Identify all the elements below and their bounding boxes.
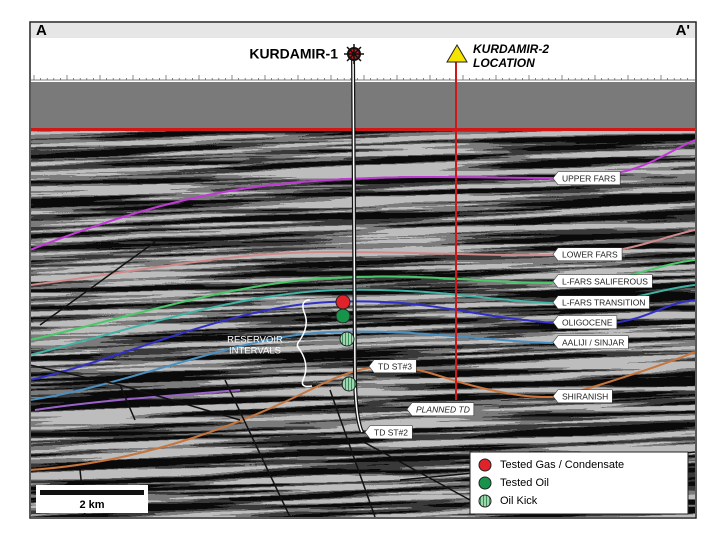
- annotation: TD ST#3: [378, 361, 412, 371]
- well-symbol: [344, 44, 364, 64]
- legend-symbol: [478, 458, 492, 472]
- marker-gas: [335, 294, 351, 310]
- annotation: RESERVOIR: [227, 335, 283, 346]
- label-box: [364, 425, 413, 440]
- label-box: [552, 171, 621, 186]
- horizon-label: LOWER FARS: [562, 249, 618, 259]
- horizon-label: OLIGOCENE: [562, 317, 613, 327]
- horizon-label: SHIRANISH: [562, 391, 608, 401]
- legend-label: Oil Kick: [500, 495, 538, 507]
- scale-box: [36, 485, 148, 513]
- annotation: TD ST#2: [374, 427, 408, 437]
- bracket: [296, 299, 313, 388]
- well-name: KURDAMIR-1: [249, 46, 338, 62]
- legend: [469, 451, 689, 515]
- label-box: [368, 359, 417, 374]
- horizon-label: AALIJI / SINJAR: [562, 337, 624, 347]
- legend-label: Tested Gas / Condensate: [500, 459, 624, 471]
- legend-symbol: [478, 494, 492, 508]
- scale-label: 2 km: [79, 499, 104, 511]
- annotation: INTERVALS: [229, 346, 281, 357]
- label-box: [552, 389, 613, 404]
- end-label: A: [36, 22, 47, 39]
- horizon-label: L-FARS SALIFEROUS: [562, 276, 648, 286]
- annotation: PLANNED TD: [416, 404, 470, 414]
- end-label: A': [676, 22, 690, 39]
- well-name: LOCATION: [473, 56, 535, 70]
- scale-bar: [40, 490, 144, 495]
- marker-oil: [335, 308, 351, 324]
- water-band: [31, 82, 695, 128]
- well-name: KURDAMIR-2: [473, 42, 549, 56]
- label-box: [552, 315, 618, 330]
- header-band: [31, 23, 695, 38]
- ruler: [31, 75, 695, 81]
- marker-kick: [339, 331, 355, 347]
- label-box: [552, 247, 623, 262]
- horizon-label: L-FARS TRANSITION: [562, 297, 645, 307]
- horizon-label: UPPER FARS: [562, 173, 616, 183]
- well-symbol: [446, 44, 468, 63]
- label-box: [552, 335, 629, 350]
- labels: UPPER FARS LOWER FARS L-FARS SALIFEROUS …: [364, 171, 653, 440]
- label-box: [552, 274, 653, 289]
- marker-kick: [341, 376, 357, 392]
- legend-label: Tested Oil: [500, 477, 549, 489]
- legend-symbol: [478, 476, 492, 490]
- label-box: [406, 402, 475, 417]
- label-box: [552, 295, 650, 310]
